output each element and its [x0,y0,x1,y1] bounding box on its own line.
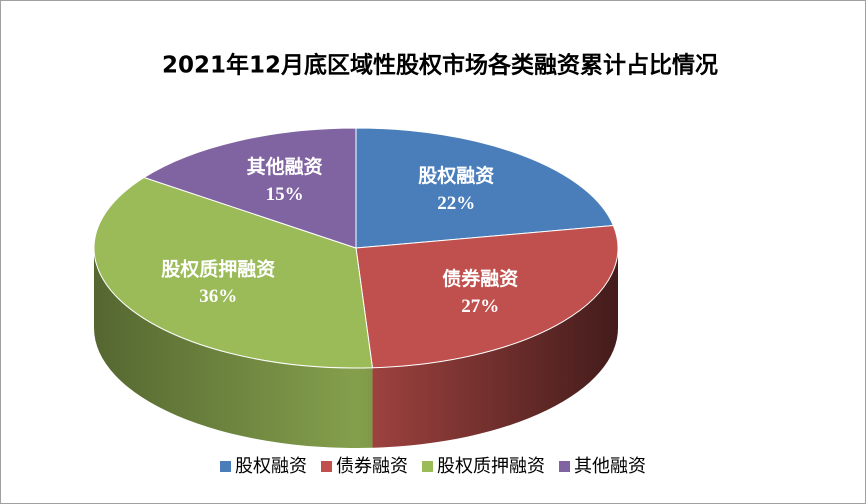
data-label: 15% [266,184,304,205]
data-label: 36% [199,286,237,307]
legend-label: 其他融资 [574,456,646,477]
slice-label: 债券融资 [442,267,518,290]
chart-title: 2021年12月底区域性股权市场各类融资累计占比情况 [162,52,718,79]
slice-side [94,248,373,449]
slice-side [372,248,618,448]
slice [355,224,619,369]
slice-label: 其他融资 [247,155,323,178]
slice-label: 股权融资 [418,164,494,187]
legend-label: 股权融资 [235,456,307,477]
slice-label: 股权质押融资 [161,257,275,280]
legend-swatch [321,461,332,472]
data-label: 22% [437,193,475,214]
legend-swatch [559,461,570,472]
slice [93,176,374,369]
legend-label: 股权质押融资 [437,456,545,477]
slice [355,127,615,249]
legend-label: 债券融资 [336,456,408,477]
data-label: 27% [461,296,499,317]
legend-swatch [220,461,231,472]
legend-swatch [422,461,433,472]
slice [142,127,357,249]
